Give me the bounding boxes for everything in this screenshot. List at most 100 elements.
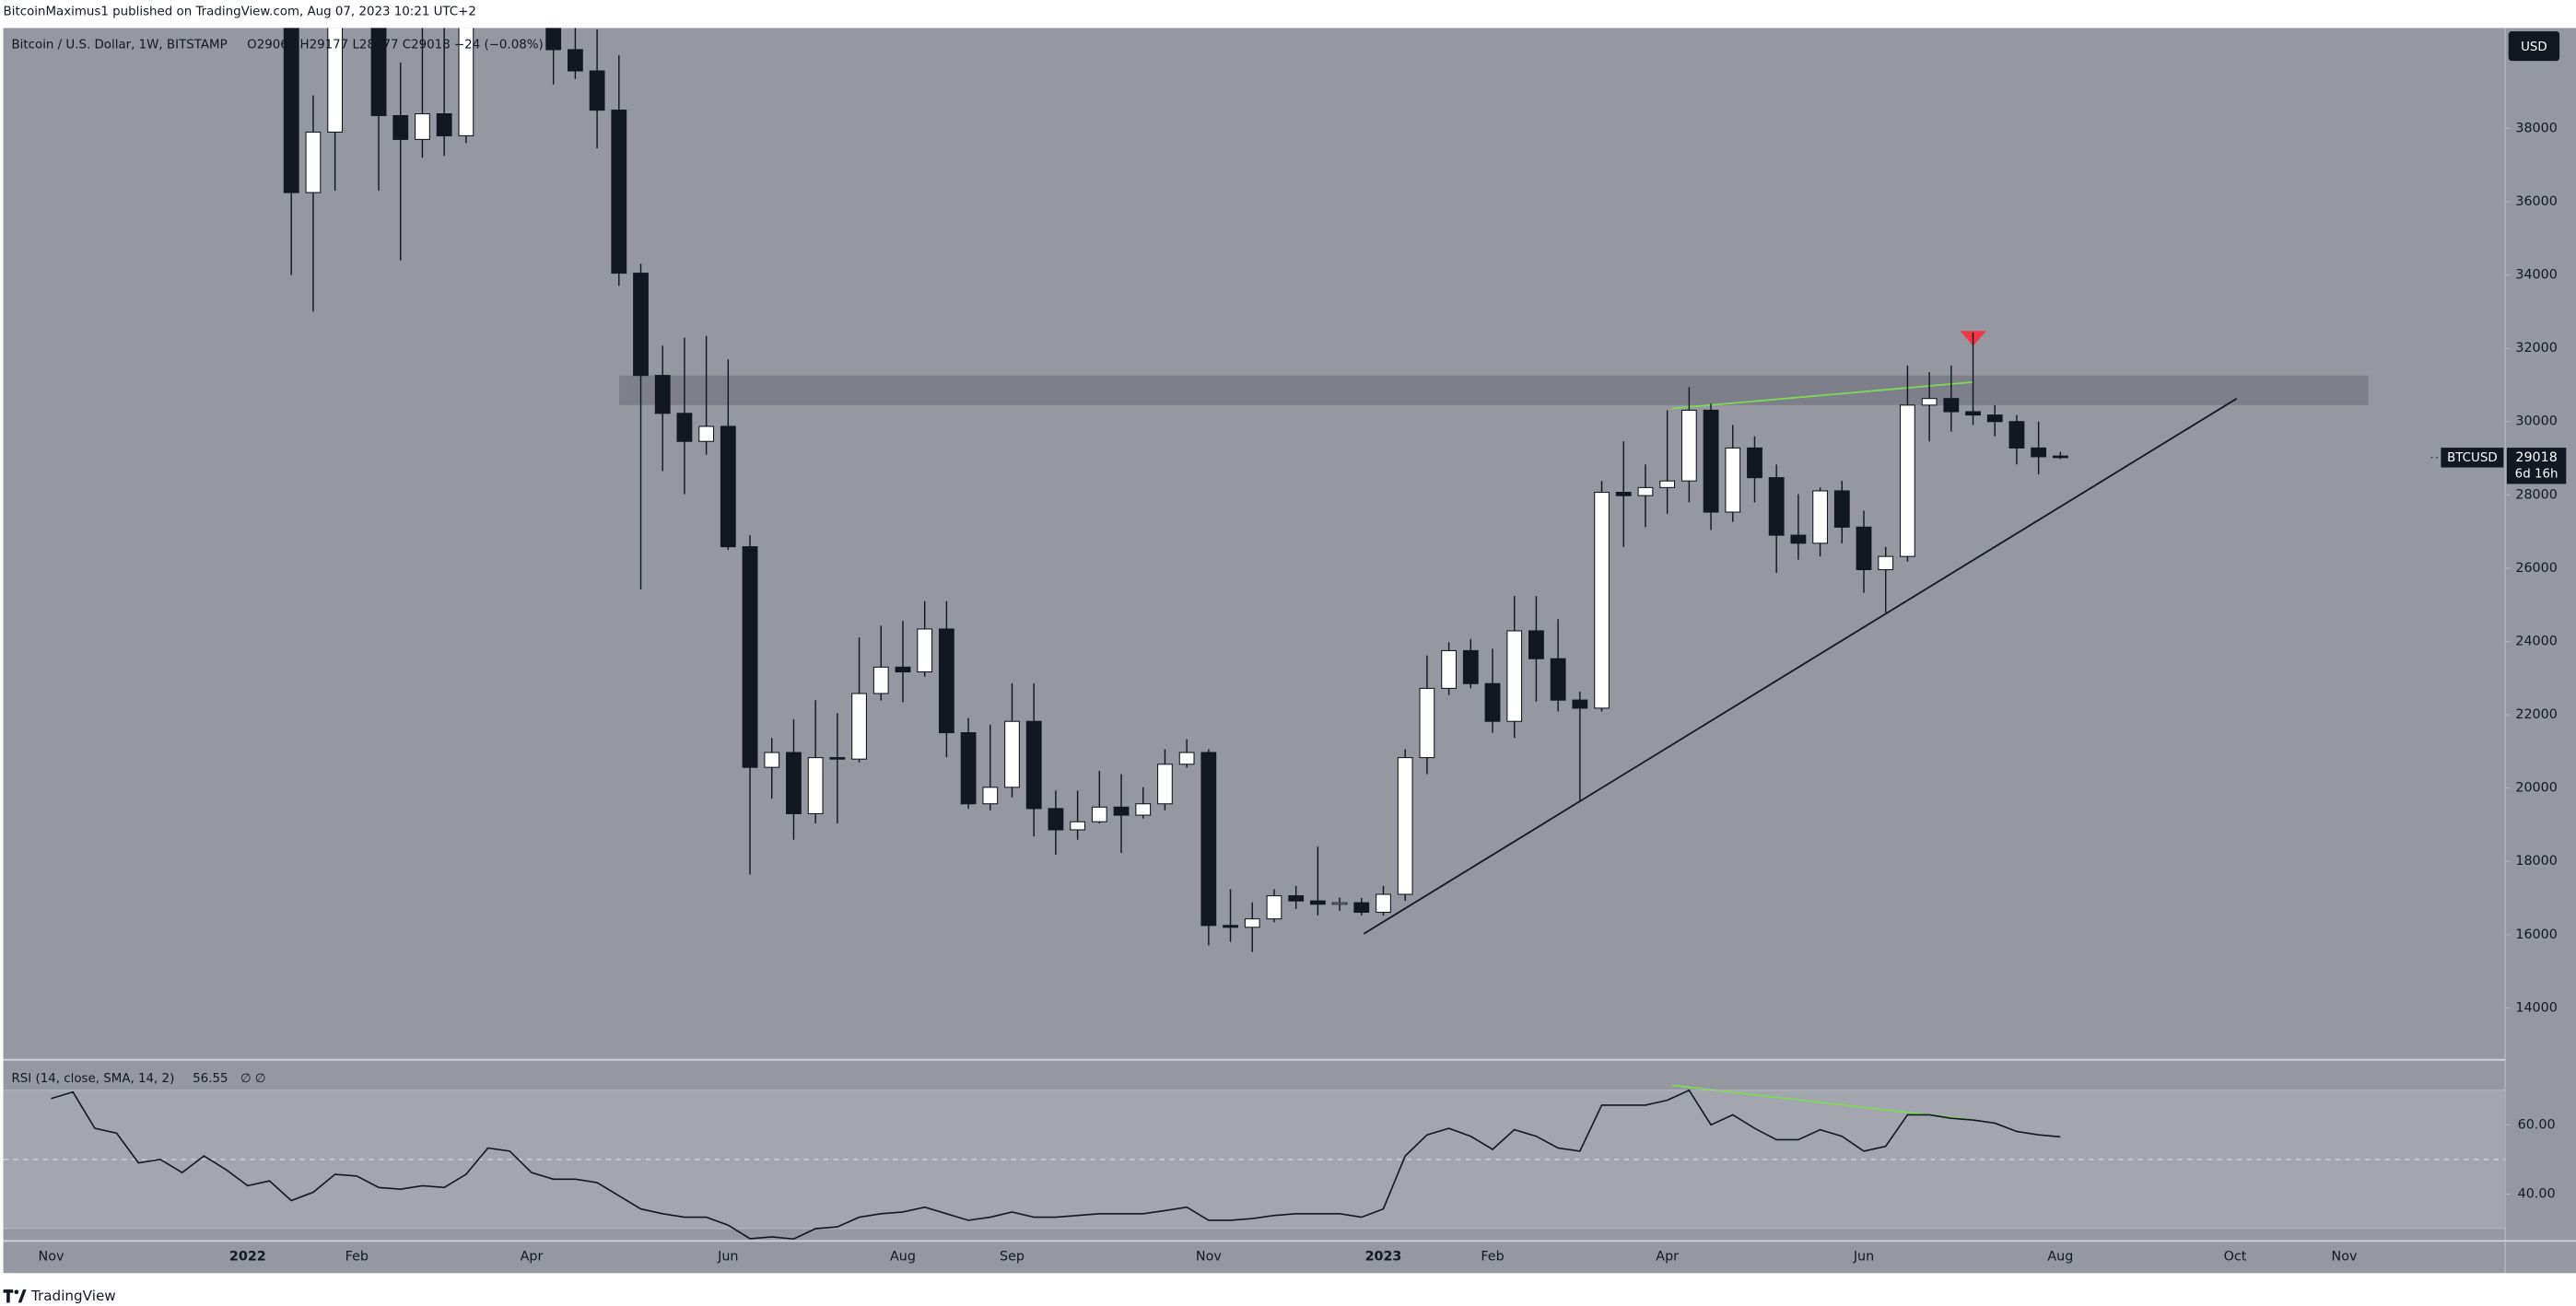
candle-body [1441, 649, 1458, 689]
y-tick-label: 20000 [2515, 781, 2557, 796]
candle-body [611, 110, 627, 274]
candle-body [872, 666, 889, 694]
candle-body [283, 28, 299, 193]
x-tick-label: Nov [39, 1249, 64, 1264]
candle-body [1506, 630, 1523, 722]
candle-body [415, 113, 430, 140]
candle-body [1965, 411, 1981, 416]
candle-body [2031, 447, 2047, 458]
footer-brand: TradingView [30, 1288, 116, 1304]
candle-body [1419, 687, 1435, 759]
candle-body [589, 70, 605, 111]
candle-body [633, 273, 649, 377]
candle-body [1025, 720, 1042, 810]
tradingview-logo [3, 1289, 27, 1303]
candle-body [1790, 534, 1807, 544]
currency-button[interactable] [2508, 30, 2560, 62]
candle-body [1943, 398, 1960, 413]
candle-body [829, 757, 846, 760]
candle-body [1200, 752, 1217, 927]
rsi-title: RSI (14, close, SMA, 14, 2) [12, 1072, 175, 1086]
y-tick-label: 18000 [2515, 854, 2557, 869]
candle-body [1244, 918, 1260, 928]
x-tick-label: Feb [345, 1249, 369, 1264]
candle-body [1135, 803, 1152, 816]
candle-body [1833, 490, 1850, 528]
candle-body [720, 426, 736, 548]
x-tick-label: Nov [2332, 1249, 2358, 1264]
x-tick-label: Feb [1481, 1249, 1504, 1264]
y-tick-label: 32000 [2515, 341, 2557, 356]
rsi-value: 56.55 [193, 1072, 228, 1086]
candle-body [392, 114, 409, 140]
x-tick-label: Sep [1000, 1249, 1025, 1264]
currency-label[interactable]: USD [2521, 41, 2547, 54]
last-price-label: 29018 [2515, 450, 2557, 465]
x-tick-label: Jun [717, 1249, 738, 1264]
candle-body [1747, 447, 1762, 479]
axes: 14000 16000 18000 20000 22000 24000 26000 28000… [39, 121, 2567, 1264]
candle-body [917, 628, 933, 673]
x-tick-label: Apr [1656, 1249, 1679, 1264]
candle-body [960, 732, 977, 805]
candle-body [676, 413, 693, 442]
support-trendline [1363, 397, 2238, 935]
x-tick-label: Jun [1853, 1249, 1874, 1264]
x-tick-label: Nov [1196, 1249, 1222, 1264]
candle-body [654, 375, 671, 414]
candle-body [1921, 398, 1938, 406]
x-tick-label: 2023 [1365, 1249, 1402, 1264]
candle-body [1397, 757, 1413, 895]
candle-body [305, 131, 322, 193]
candle-body [1659, 480, 1676, 488]
y-tick-label: 14000 [2515, 1000, 2557, 1015]
candle-body [545, 28, 562, 51]
candle-body [1223, 925, 1238, 928]
candle-body [1091, 806, 1107, 822]
x-tick-label: Aug [2047, 1249, 2073, 1264]
y-tick-label: 30000 [2515, 414, 2557, 429]
y-tick-label: 34000 [2515, 268, 2557, 283]
resistance-zone [619, 375, 2369, 405]
candle-body [327, 28, 344, 133]
candle-body [458, 28, 474, 136]
candle-body [1157, 764, 1173, 805]
candle-body [982, 787, 999, 805]
rsi-flags: ∅ ∅ [240, 1072, 266, 1086]
candle-body [742, 546, 758, 768]
candle-body [1572, 699, 1588, 709]
countdown-label: 6d 16h [2515, 468, 2558, 482]
rsi-tick-label: 40.00 [2518, 1186, 2556, 1201]
y-tick-label: 26000 [2515, 561, 2557, 576]
candle-body [851, 693, 867, 760]
candle-body [1309, 900, 1326, 905]
candle-body [1070, 821, 1086, 831]
chart-area [3, 28, 2576, 1274]
publish-header: BitcoinMaximus1 published on TradingView… [4, 6, 476, 19]
y-tick-label: 16000 [2515, 927, 2557, 942]
candle-body [1376, 893, 1391, 914]
candle-body [1703, 409, 1719, 513]
rsi-line [51, 1089, 2061, 1241]
candle-body [1594, 492, 1610, 709]
candle-body [1637, 486, 1654, 496]
price-pane [283, 28, 2369, 952]
candle-body [1680, 409, 1697, 482]
last-price-tag [2506, 448, 2567, 484]
candle-body [1528, 630, 1544, 659]
ohlc-legend: O29060 H29177 L28977 C29018 −24 (−0.08%) [247, 38, 544, 52]
candle-body [1113, 806, 1130, 816]
y-tick-label: 38000 [2515, 121, 2557, 135]
candle-body [1856, 526, 1872, 571]
candle-body [1288, 895, 1305, 902]
candle-body [1986, 414, 2003, 423]
candle-body [807, 757, 824, 815]
rsi-tick-label: 60.00 [2518, 1117, 2556, 1132]
candle-body [1900, 404, 1915, 557]
y-tick-label: 28000 [2515, 487, 2557, 502]
y-tick-label: 36000 [2515, 194, 2557, 209]
candle-body [1353, 902, 1370, 914]
candle-body [2052, 455, 2068, 459]
divergence-line [1671, 380, 1973, 410]
